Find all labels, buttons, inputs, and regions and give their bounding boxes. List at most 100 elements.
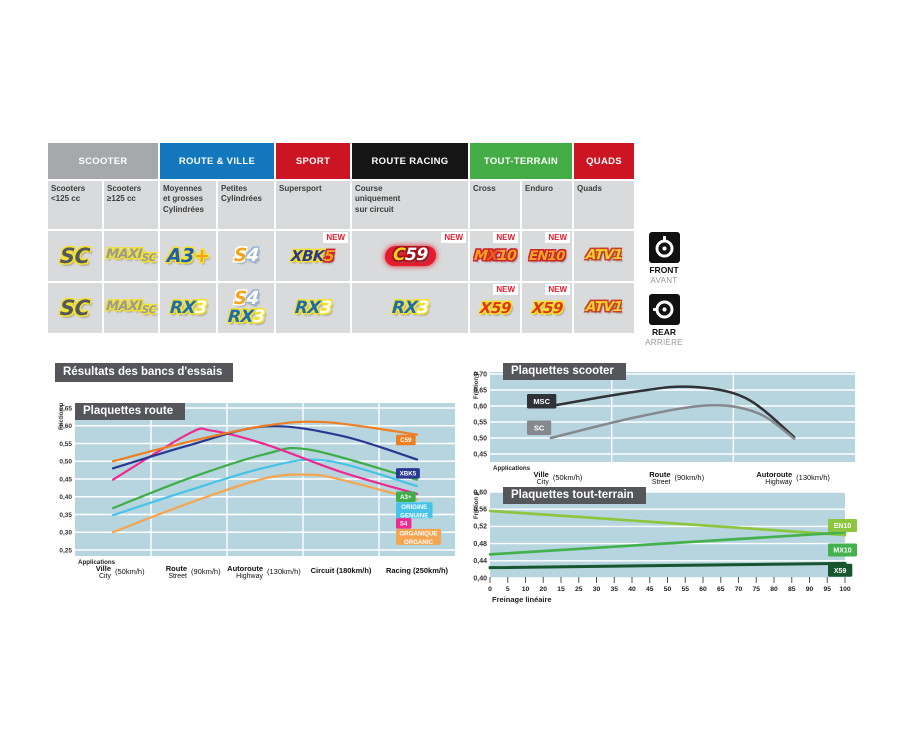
svg-text:25: 25 <box>575 586 583 593</box>
svg-text:0: 0 <box>488 586 492 593</box>
svg-text:0,45: 0,45 <box>59 476 72 483</box>
svg-text:Ville: Ville <box>534 470 549 479</box>
svg-text:Freinage linéaire: Freinage linéaire <box>492 595 552 604</box>
svg-text:0,30: 0,30 <box>59 530 72 537</box>
badge-s4: S4 <box>233 245 260 266</box>
badge-part: XBK <box>290 246 326 265</box>
new-badge: NEW <box>545 232 570 243</box>
svg-text:40: 40 <box>628 586 636 593</box>
series-SC <box>549 404 796 440</box>
badge-part: 3 <box>194 297 207 318</box>
badge-part: 59 <box>404 245 429 265</box>
svg-text:S4: S4 <box>400 521 408 528</box>
svg-text:50: 50 <box>664 586 672 593</box>
legend-MX10 <box>828 543 858 557</box>
svg-text:0,60: 0,60 <box>59 423 72 430</box>
product-cell-front: NEW EN10 <box>522 231 572 281</box>
svg-text:85: 85 <box>788 586 796 593</box>
svg-text:Autoroute: Autoroute <box>227 564 263 573</box>
svg-text:City: City <box>537 479 550 486</box>
badge-part: RX <box>391 297 418 318</box>
scooter-chart-title: Plaquettes scooter <box>503 363 626 380</box>
new-badge: NEW <box>493 232 518 243</box>
legend-C59 <box>396 434 416 446</box>
group-scooter: SCOOTER <box>48 143 158 179</box>
svg-text:0,40: 0,40 <box>473 575 487 582</box>
product-cell-rear: RX3 <box>160 283 216 333</box>
badge-part: MAXI <box>105 247 143 263</box>
svg-text:0,48: 0,48 <box>473 541 487 548</box>
svg-text:ORGANIQUE: ORGANIQUE <box>399 531 437 538</box>
svg-text:0,45: 0,45 <box>473 451 487 458</box>
product-cell-rear: NEW X59 <box>470 283 520 333</box>
badge-x59: X59 <box>531 299 563 317</box>
badge-maxisc: MAXISC <box>105 299 157 316</box>
group-tout-terrain: TOUT-TERRAIN <box>470 143 572 179</box>
badge-part: SC <box>59 243 91 268</box>
svg-text:XBK5: XBK5 <box>400 471 417 478</box>
legend-EN10 <box>828 519 858 533</box>
badge-sc: SC <box>59 296 90 320</box>
badge-mx10: MX10 <box>473 248 516 264</box>
series-ORGANIQUE ORGANIC <box>111 473 419 534</box>
badge-part: 4 <box>245 245 260 266</box>
svg-text:City: City <box>99 573 112 580</box>
badge-part: 3 <box>252 307 265 327</box>
legend-SC <box>527 420 552 436</box>
svg-text:ORGANIC: ORGANIC <box>404 539 434 546</box>
svg-text:MSC: MSC <box>533 397 550 406</box>
svg-text:(130km/h): (130km/h) <box>267 567 301 576</box>
svg-text:70: 70 <box>735 586 743 593</box>
new-badge: NEW <box>545 284 570 295</box>
svg-text:Autoroute: Autoroute <box>756 470 792 479</box>
svg-text:Racing (250km/h): Racing (250km/h) <box>386 566 449 575</box>
position-icons: FRONT AVANT REAR ARRIÈRE <box>642 232 686 356</box>
new-badge: NEW <box>493 284 518 295</box>
product-cell-rear: SC <box>48 283 102 333</box>
legend-ORGANIQUE ORGANIC <box>396 528 441 545</box>
svg-text:80: 80 <box>770 586 778 593</box>
badge-part: RX <box>169 297 196 318</box>
badge-part: ATV1 <box>585 299 623 316</box>
position-label-en: REAR <box>651 327 677 337</box>
svg-text:55: 55 <box>681 586 689 593</box>
badge-part: EN10 <box>528 248 566 264</box>
product-cell-rear: ATV1 <box>574 283 634 333</box>
badge-part: 3 <box>416 297 429 318</box>
series-EN10 <box>488 509 847 537</box>
svg-text:0,65: 0,65 <box>59 405 72 412</box>
svg-text:75: 75 <box>752 586 760 593</box>
svg-text:X59: X59 <box>834 568 847 575</box>
badge-part: A3 <box>166 244 195 267</box>
front-position: FRONT AVANT <box>642 232 686 285</box>
svg-text:0,50: 0,50 <box>59 459 72 466</box>
product-cell-rear: RX3 <box>276 283 350 333</box>
svg-text:0,56: 0,56 <box>473 507 487 514</box>
svg-text:0,40: 0,40 <box>59 494 72 501</box>
tout-terrain-chart-title: Plaquettes tout-terrain <box>503 487 646 504</box>
svg-text:Friction µ: Friction µ <box>474 491 480 519</box>
badge-a3plus: A3+ <box>166 244 210 267</box>
badge-c59: C59 <box>383 245 437 266</box>
new-badge: NEW <box>441 232 466 243</box>
svg-text:(130km/h): (130km/h) <box>796 473 830 482</box>
svg-text:0,70: 0,70 <box>473 371 487 378</box>
svg-text:10: 10 <box>522 586 530 593</box>
svg-text:Ville: Ville <box>96 564 111 573</box>
svg-text:20: 20 <box>539 586 547 593</box>
route-chart: 0,65 0,60 0,55 0,50 0,45 0,40 0,35 0,30 0,25 Fric… <box>58 390 468 600</box>
badge-part: X59 <box>478 298 512 317</box>
svg-text:0,55: 0,55 <box>59 441 72 448</box>
badge-part: 4 <box>245 288 260 309</box>
series-S4 <box>111 427 419 496</box>
svg-text:Friction µ: Friction µ <box>474 371 480 399</box>
badge-part: ATV1 <box>585 247 623 264</box>
front-disc-icon <box>648 232 680 263</box>
svg-text:35: 35 <box>610 586 618 593</box>
svg-text:Route: Route <box>166 564 187 573</box>
badge-x59: X59 <box>478 298 512 317</box>
legend-S4 <box>396 518 412 529</box>
group-sport: SPORT <box>276 143 350 179</box>
product-cell-front: NEW C59 <box>352 231 468 281</box>
